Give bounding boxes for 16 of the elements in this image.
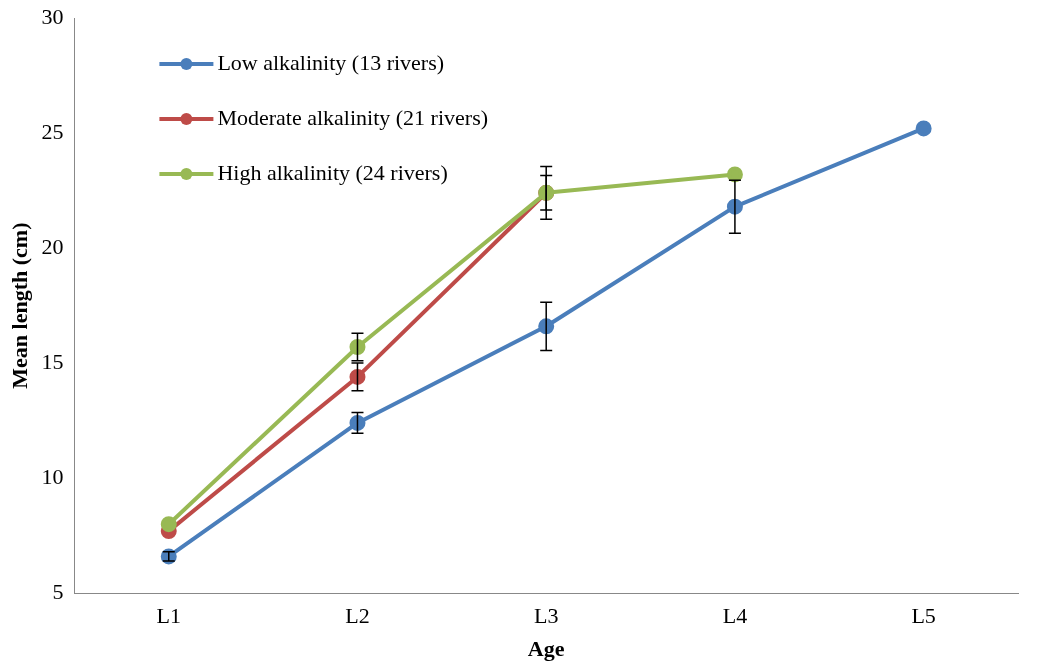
x-axis-title: Age (527, 636, 565, 662)
y-tick-label: 25 (41, 118, 64, 144)
x-tick-label: L5 (911, 603, 936, 629)
legend-label: Low alkalinity (13 rivers) (217, 49, 445, 75)
x-tick-label: L4 (722, 603, 748, 629)
legend-label: Moderate alkalinity (21 rivers) (217, 104, 489, 130)
y-tick-label: 10 (41, 463, 64, 489)
x-tick-label: L3 (533, 603, 559, 629)
x-tick-label: L1 (156, 603, 181, 629)
y-tick-label: 20 (41, 233, 64, 259)
legend-label: High alkalinity (24 rivers) (217, 159, 448, 185)
y-tick-label: 15 (41, 348, 64, 374)
x-tick-label: L2 (345, 603, 370, 629)
y-axis-title: Mean length (cm) (6, 222, 32, 389)
y-tick-label: 5 (52, 578, 64, 604)
y-tick-label: 30 (41, 3, 64, 29)
